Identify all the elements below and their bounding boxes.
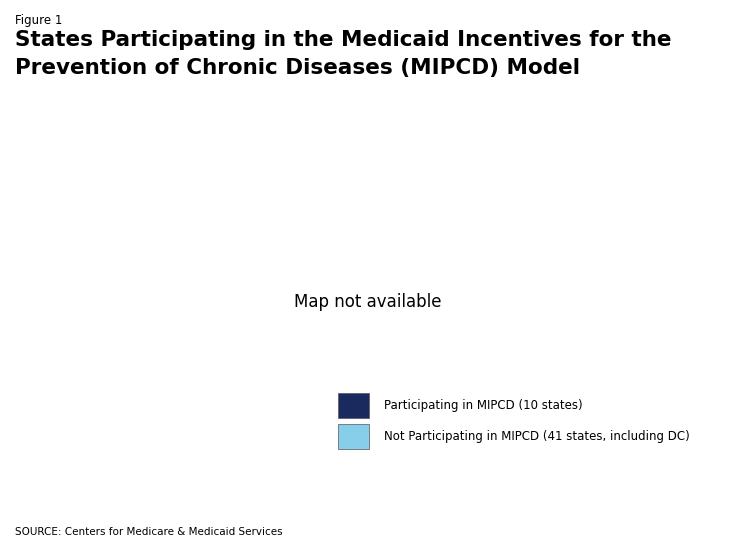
Text: KAISER: KAISER (650, 510, 698, 523)
Bar (338, 393, 369, 418)
Text: FOUNDATION: FOUNDATION (653, 537, 696, 542)
Text: Figure 1: Figure 1 (15, 14, 62, 27)
Text: Map not available: Map not available (294, 293, 441, 311)
Text: FAMILY: FAMILY (656, 523, 693, 533)
Text: Prevention of Chronic Diseases (MIPCD) Model: Prevention of Chronic Diseases (MIPCD) M… (15, 58, 580, 78)
Bar (338, 424, 369, 449)
Text: Not Participating in MIPCD (41 states, including DC): Not Participating in MIPCD (41 states, i… (384, 430, 689, 443)
Text: THE HENRY J.: THE HENRY J. (653, 503, 696, 508)
Text: States Participating in the Medicaid Incentives for the: States Participating in the Medicaid Inc… (15, 30, 671, 50)
Text: SOURCE: Centers for Medicare & Medicaid Services: SOURCE: Centers for Medicare & Medicaid … (15, 527, 282, 537)
Text: Participating in MIPCD (10 states): Participating in MIPCD (10 states) (384, 399, 583, 412)
